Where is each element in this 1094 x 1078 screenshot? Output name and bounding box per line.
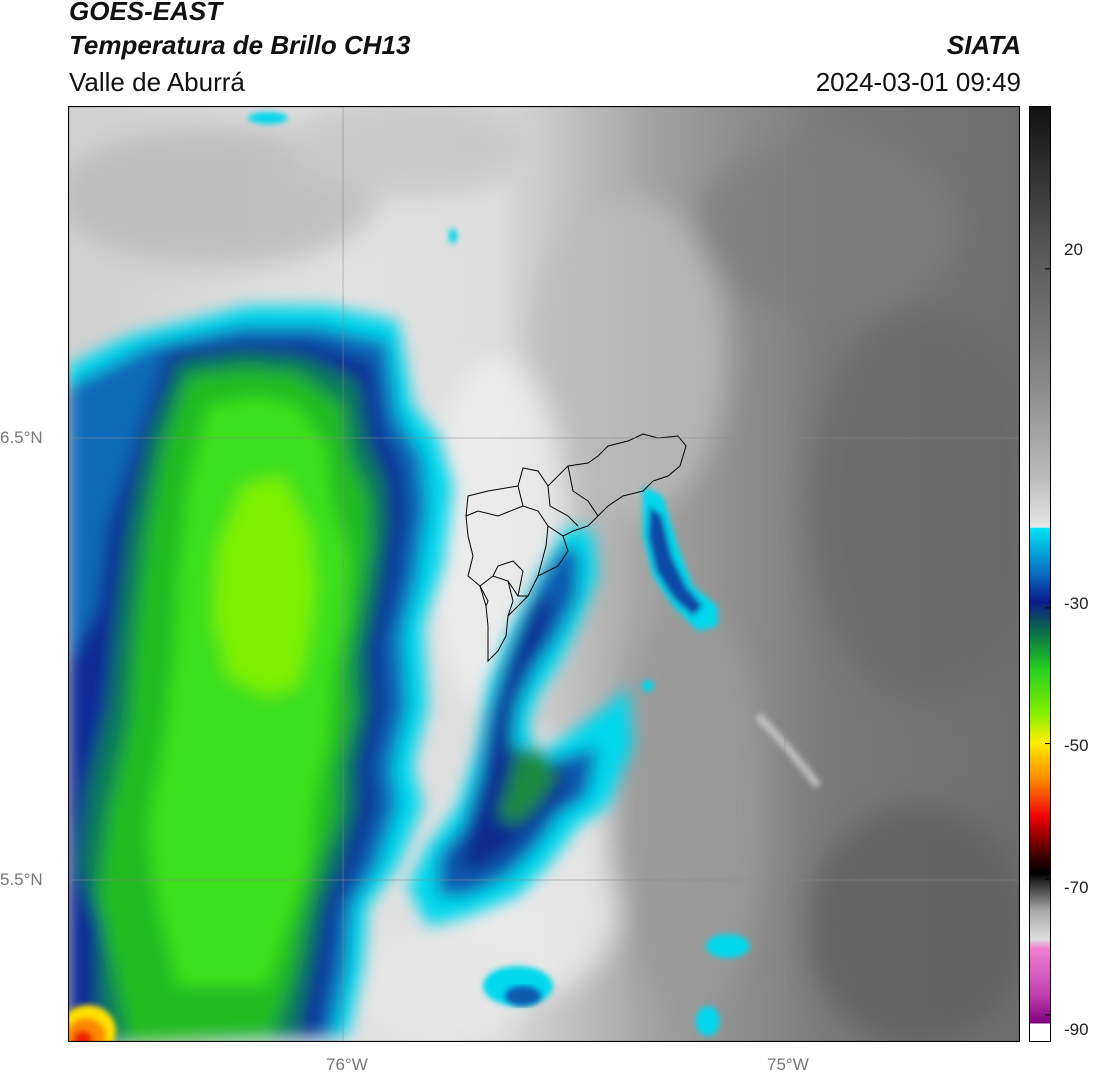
agency-label: SIATA	[946, 30, 1021, 60]
colorbar-tick-label-minus-30: -30	[1064, 594, 1089, 613]
lat-label-5-5n: 5.5°N	[0, 870, 43, 889]
lat-label-6-5n: 6.5°N	[0, 428, 43, 447]
colorbar-tick-label-minus-50: -50	[1064, 736, 1089, 755]
lon-label-76w: 76°W	[326, 1055, 368, 1074]
colorbar-tick-label-minus-70: -70	[1064, 878, 1089, 897]
colorbar-tick-label-20: 20	[1064, 240, 1083, 259]
brightness-temperature-map[interactable]	[68, 106, 1020, 1042]
datetime-label: 2024-03-01 09:49	[815, 67, 1021, 97]
temperature-colorbar	[1029, 106, 1051, 1042]
satellite-title: GOES-EAST	[69, 0, 223, 26]
colorbar-tick-label-minus-90: -90	[1064, 1020, 1089, 1039]
lon-label-75w: 75°W	[767, 1055, 809, 1074]
region-subtitle: Valle de Aburrá	[69, 67, 245, 97]
product-title: Temperatura de Brillo CH13	[69, 30, 411, 60]
